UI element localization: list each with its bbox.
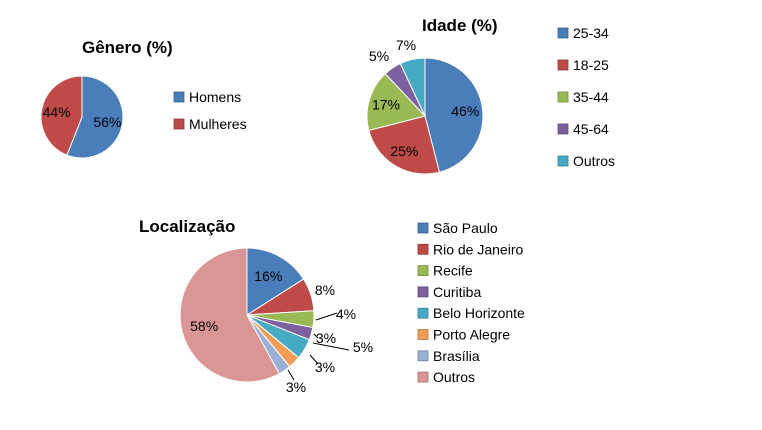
age-pie-chart: Idade (%) 46% 25% 17% 5% 7% 25-34 18-25 35-44 4…	[366, 16, 615, 175]
location-legend-label-7: Outros	[433, 369, 475, 385]
age-legend-swatch-4	[557, 155, 569, 167]
gender-slices	[40, 75, 124, 159]
location-slices	[179, 247, 315, 383]
age-slice-label-3: 5%	[369, 48, 389, 64]
age-slice-4	[399, 57, 426, 117]
age-slice-label-0: 46%	[451, 103, 479, 119]
gender-pie-chart: Gênero (%) 56% 44% Homens Mulheres	[40, 38, 247, 159]
location-legend-swatch-6	[417, 350, 429, 362]
location-legend: São Paulo Rio de Janeiro Recife Curitiba Bel…	[417, 220, 525, 385]
gender-legend-swatch-1	[173, 118, 185, 130]
age-legend-label-4: Outros	[573, 153, 615, 169]
location-slice-0	[246, 247, 305, 316]
age-legend-swatch-3	[557, 123, 569, 135]
location-legend-swatch-3	[417, 286, 429, 298]
age-legend-label-2: 35-44	[573, 89, 609, 105]
location-slice-label-3: 3%	[316, 330, 336, 346]
location-slice-7	[179, 247, 280, 383]
location-slice-label-5: 3%	[315, 359, 335, 375]
gender-legend-swatch-0	[173, 91, 185, 103]
age-slice-1	[368, 115, 441, 175]
location-legend-swatch-0	[417, 222, 429, 234]
gender-chart-title: Gênero (%)	[82, 38, 173, 57]
location-legend-swatch-1	[417, 243, 429, 255]
location-slice-label-4: 5%	[353, 339, 373, 355]
gender-slice-1	[40, 75, 83, 156]
gender-legend-label-0: Homens	[189, 89, 241, 105]
location-legend-label-4: Belo Horizonte	[433, 305, 525, 321]
age-slice-label-2: 17%	[372, 97, 400, 113]
location-leader-line-4	[312, 342, 350, 351]
age-slices	[366, 57, 484, 175]
location-legend-label-2: Recife	[433, 263, 473, 279]
location-leader-line-3	[313, 333, 319, 339]
age-slice-label-4: 7%	[396, 37, 416, 53]
gender-slice-labels: 56% 44%	[43, 104, 122, 130]
age-legend-swatch-2	[557, 91, 569, 103]
age-slice-0	[424, 57, 484, 173]
age-legend-swatch-0	[557, 27, 569, 39]
location-legend-label-6: Brasília	[433, 348, 480, 364]
location-legend-label-0: São Paulo	[433, 220, 498, 236]
location-leader-line-5	[309, 354, 319, 365]
location-slice-label-6: 3%	[286, 379, 306, 395]
location-slice-label-7: 58%	[190, 318, 218, 334]
location-leader-line-2	[315, 312, 338, 321]
location-leader-lines	[287, 312, 350, 381]
age-slice-2	[366, 73, 426, 132]
gender-legend-label-1: Mulheres	[189, 116, 247, 132]
age-chart-title: Idade (%)	[422, 16, 498, 35]
location-slice-labels: 16%8%4%3%5%3%3%58%	[190, 268, 373, 395]
location-slice-label-2: 4%	[336, 306, 356, 322]
location-legend-label-1: Rio de Janeiro	[433, 241, 523, 257]
location-slice-label-0: 16%	[254, 268, 282, 284]
gender-legend: Homens Mulheres	[173, 89, 247, 132]
location-legend-swatch-5	[417, 329, 429, 340]
gender-slice-label-1: 44%	[43, 104, 71, 120]
location-pie-chart: Localização 16%8%4%3%5%3%3%58% São Paulo…	[139, 217, 525, 395]
location-slice-label-1: 8%	[315, 282, 335, 298]
location-legend-swatch-2	[417, 265, 429, 277]
location-legend-label-3: Curitiba	[433, 284, 481, 300]
gender-slice-0	[66, 75, 124, 159]
age-legend-swatch-1	[557, 59, 569, 71]
location-legend-label-5: Porto Alegre	[433, 327, 510, 343]
location-leader-line-6	[287, 369, 295, 381]
age-legend-label-3: 45-64	[573, 121, 609, 137]
age-legend: 25-34 18-25 35-44 45-64 Outros	[557, 25, 615, 169]
age-legend-label-0: 25-34	[573, 25, 609, 41]
age-legend-label-1: 18-25	[573, 57, 609, 73]
age-slice-labels: 46% 25% 17% 5% 7%	[369, 37, 479, 159]
age-slice-label-1: 25%	[390, 143, 418, 159]
location-legend-swatch-7	[417, 371, 429, 383]
gender-slice-label-0: 56%	[93, 114, 121, 130]
location-legend-swatch-4	[417, 307, 429, 319]
location-chart-title: Localização	[139, 217, 235, 236]
